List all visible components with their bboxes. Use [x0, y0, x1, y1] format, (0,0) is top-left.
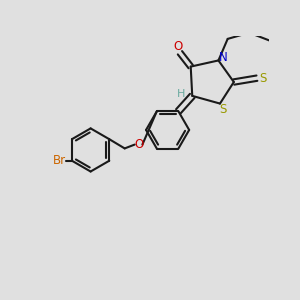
Text: S: S: [260, 72, 267, 85]
Text: O: O: [134, 138, 143, 151]
Text: O: O: [174, 40, 183, 53]
Text: H: H: [177, 89, 186, 99]
Text: N: N: [219, 51, 227, 64]
Text: Br: Br: [53, 154, 66, 167]
Text: S: S: [219, 103, 227, 116]
